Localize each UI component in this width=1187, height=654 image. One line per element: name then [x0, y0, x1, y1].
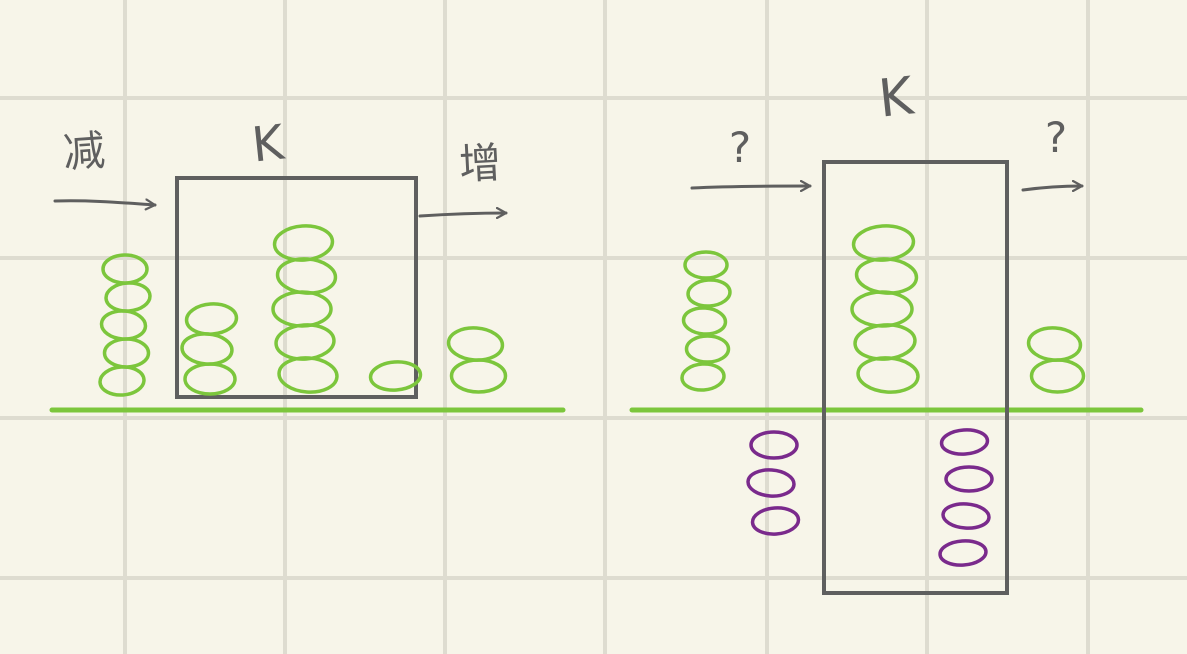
positive-item-oval	[1026, 326, 1083, 362]
left-outgoing-arrow	[418, 213, 508, 216]
left-stack-5	[446, 326, 508, 394]
decrease-label: 减	[61, 126, 106, 178]
positive-item-oval	[272, 224, 335, 262]
negative-item-oval	[944, 465, 994, 493]
positive-item-oval	[851, 224, 916, 262]
left-stack-2	[180, 302, 239, 396]
right-incoming-label: ?	[729, 123, 751, 172]
left-window-box	[175, 176, 418, 399]
positive-item-oval	[854, 257, 919, 295]
positive-item-oval	[856, 356, 920, 394]
negative-item-oval	[939, 428, 990, 456]
negative-item-oval	[941, 502, 991, 530]
positive-item-oval	[104, 281, 152, 313]
right-window-box	[822, 160, 1009, 595]
negative-item-oval	[746, 468, 796, 498]
positive-item-oval	[684, 334, 731, 364]
right-outgoing-arrow	[1021, 186, 1084, 190]
right-incoming-arrow	[690, 186, 812, 188]
positive-item-oval	[271, 290, 333, 328]
left-stack-3	[271, 224, 339, 394]
positive-item-oval	[686, 278, 732, 308]
positive-item-oval	[683, 250, 729, 280]
negative-item-oval	[749, 430, 799, 460]
positive-item-oval	[850, 290, 914, 328]
positive-item-oval	[853, 323, 917, 361]
right-outgoing-label: ?	[1045, 113, 1067, 162]
positive-item-oval	[446, 326, 505, 362]
left-panel: K 减 增	[49, 114, 566, 413]
left-window-label: K	[249, 114, 288, 173]
positive-item-oval	[681, 306, 728, 336]
positive-item-oval	[180, 332, 234, 366]
increase-label: 增	[458, 138, 503, 189]
right-panel: K ? ?	[629, 66, 1144, 595]
left-incoming-arrow	[53, 201, 157, 205]
right-window-label: K	[876, 66, 918, 129]
positive-item-oval	[101, 253, 149, 285]
negative-item-oval	[938, 539, 988, 567]
positive-item-oval	[184, 302, 239, 336]
negative-item-oval	[750, 506, 801, 536]
right-stack-1	[680, 250, 732, 392]
right-stack-4	[938, 428, 994, 567]
positive-item-oval	[1029, 358, 1086, 394]
right-stack-5	[1026, 326, 1086, 394]
positive-item-oval	[98, 365, 146, 397]
positive-item-oval	[449, 358, 508, 394]
left-stack-4	[368, 360, 423, 392]
right-stack-3	[850, 224, 920, 394]
positive-item-oval	[183, 362, 237, 396]
positive-item-oval	[680, 362, 726, 392]
left-stack-1	[98, 253, 152, 397]
right-stack-2	[746, 430, 801, 536]
positive-item-oval	[368, 360, 423, 392]
